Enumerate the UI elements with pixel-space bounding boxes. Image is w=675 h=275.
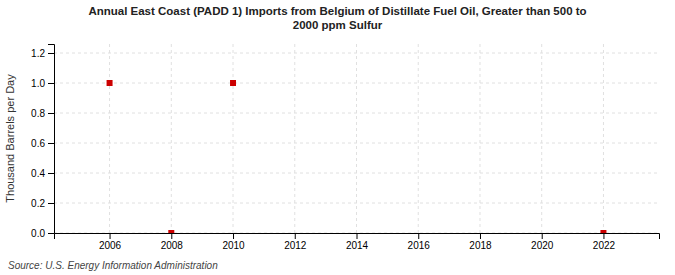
point	[168, 230, 174, 233]
x-grid-line	[603, 44, 604, 233]
y-tick: 1.0	[31, 78, 54, 89]
points	[107, 80, 607, 233]
x-tick-label: 2008	[161, 240, 184, 251]
y-tick-mark	[48, 83, 54, 84]
x-tick: 2014	[346, 233, 369, 251]
source: Source: U.S. Energy Information Administ…	[8, 260, 218, 271]
x-tick: 2016	[408, 233, 431, 251]
y-tick-mark	[48, 53, 54, 54]
y-tick: 0.6	[31, 138, 54, 149]
x-tick-label: 2020	[531, 240, 554, 251]
point	[107, 80, 113, 86]
x-tick: 2010	[222, 233, 245, 251]
y-tick-mark	[48, 113, 54, 114]
x-grid-line	[479, 44, 480, 233]
x-axis: 2006 2008 2010 2012 2014 2016 2018 2020 2022	[55, 233, 660, 251]
y-tick-label: 1.2	[31, 48, 45, 59]
title-line: Annual East Coast (PADD 1) Imports from …	[88, 5, 586, 17]
y-tick-label: 0.4	[31, 168, 45, 179]
y-tick: 0.4	[31, 168, 54, 179]
chart: Annual East Coast (PADD 1) Imports from …	[0, 0, 675, 275]
x-tick: 2022	[593, 233, 616, 251]
x-tick: 2020	[531, 233, 554, 251]
x-tick-mark	[603, 233, 604, 239]
x-tick-mark	[171, 233, 172, 239]
point	[600, 230, 606, 233]
y-tick-label: 0.6	[31, 138, 45, 149]
y-tick-label: 1.0	[31, 78, 45, 89]
x-tick-label: 2014	[346, 240, 369, 251]
y-axis-title: Thousand Barrels per Day	[4, 74, 16, 203]
y-tick-mark	[48, 173, 54, 174]
y-tick-label: 0.0	[31, 228, 45, 239]
x-tick-mark	[233, 233, 234, 239]
x-tick-label: 2022	[593, 240, 616, 251]
y-tick-mark	[48, 143, 54, 144]
x-grid-line	[109, 44, 110, 233]
y-tick: 0.0	[31, 228, 54, 239]
x-tick-mark	[418, 233, 419, 239]
x-tick-mark	[480, 233, 481, 239]
plot: 2006200820102012201420162018202020220.00…	[31, 44, 659, 251]
x-tick-mark	[357, 233, 358, 239]
y-tick: 1.2	[31, 48, 54, 59]
x-tick-label: 2012	[284, 240, 307, 251]
x-grid-line	[356, 44, 357, 233]
x-grid-line	[233, 44, 234, 233]
y-tick: 0.2	[31, 198, 54, 209]
x-tick-label: 2010	[222, 240, 245, 251]
y-axis-line	[48, 45, 55, 234]
y-tick-label: 0.8	[31, 108, 45, 119]
x-tick-mark	[295, 233, 296, 239]
point	[230, 80, 236, 86]
x-tick-label: 2016	[408, 240, 431, 251]
x-tick-label: 2006	[99, 240, 122, 251]
x-tick: 2018	[469, 233, 492, 251]
title: Annual East Coast (PADD 1) Imports from …	[88, 5, 586, 31]
y-tick-mark	[48, 233, 54, 234]
y-axis: 0.0 0.2 0.4 0.6 0.8 1.0 1.2	[31, 45, 54, 239]
x-tick-label: 2018	[469, 240, 492, 251]
y-tick-mark	[48, 203, 54, 204]
y-tick: 0.8	[31, 108, 54, 119]
y-tick-label: 0.2	[31, 198, 45, 209]
x-tick: 2012	[284, 233, 307, 251]
x-grid-line	[418, 44, 419, 233]
x-grid-line	[171, 44, 172, 233]
x-tick: 2006	[99, 233, 122, 251]
title-line: 2000 ppm Sulfur	[293, 19, 383, 31]
x-grid-line	[294, 44, 295, 233]
x-tick-mark	[542, 233, 543, 239]
x-tick-mark	[110, 233, 111, 239]
grid	[54, 44, 659, 233]
x-grid-line	[541, 44, 542, 233]
x-tick: 2008	[161, 233, 184, 251]
x-axis-line	[55, 234, 660, 240]
